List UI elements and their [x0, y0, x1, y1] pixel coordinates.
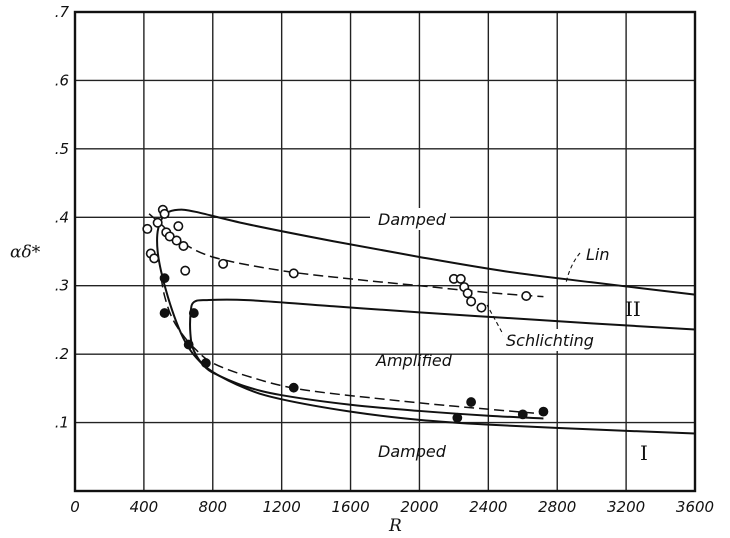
y-tick-label: .5 — [55, 140, 69, 158]
branch-ii-label: II — [625, 297, 641, 321]
fit-line-filled-points — [160, 277, 541, 415]
x-tick-label: 2400 — [469, 498, 507, 516]
filled-data-point — [183, 339, 194, 350]
filled-data-point — [159, 273, 170, 284]
open-data-point — [288, 268, 299, 279]
grid-lines — [75, 12, 695, 491]
lin-label: Lin — [586, 245, 610, 264]
open-data-point — [455, 273, 466, 284]
region-label-amplified-group: Amplified — [375, 351, 453, 370]
x-tick-label: 3600 — [676, 498, 714, 516]
filled-data-point — [200, 358, 211, 368]
curve-schlichting — [156, 208, 696, 435]
x-tick-label: 2800 — [538, 498, 576, 516]
filled-data-point — [188, 308, 199, 318]
filled-data-point — [517, 409, 528, 420]
data-points-layer — [142, 204, 549, 423]
x-tick-label: 400 — [130, 498, 159, 516]
open-data-point — [178, 241, 189, 252]
filled-data-point — [538, 406, 549, 417]
plot-frame — [73, 10, 697, 493]
open-data-point — [476, 302, 487, 313]
open-data-point — [171, 235, 182, 246]
open-data-point — [152, 217, 163, 228]
y-tick-label: .3 — [55, 277, 69, 295]
y-tick-label: .2 — [55, 345, 69, 363]
branch-i-label: I — [640, 441, 648, 465]
filled-data-point — [452, 412, 463, 423]
x-tick-label: 1200 — [263, 498, 301, 516]
filled-data-point — [159, 308, 170, 318]
fit-line-open-points — [148, 213, 544, 298]
schlichting-label-group: Schlichting — [486, 304, 613, 351]
curve-lin — [189, 298, 696, 420]
x-tick-label: 0 — [70, 498, 80, 516]
x-axis-label: R — [388, 516, 402, 536]
y-tick-label: .7 — [55, 3, 70, 21]
y-axis-label: αδ* — [10, 243, 41, 263]
y-tick-label: .4 — [55, 208, 69, 226]
filled-data-point — [466, 397, 477, 407]
filled-data-point — [288, 382, 299, 393]
open-data-point — [142, 223, 153, 234]
open-data-point — [180, 265, 191, 276]
open-data-point — [462, 288, 473, 299]
open-data-point — [173, 221, 184, 232]
open-data-point — [149, 253, 160, 264]
region-label-amplified: Amplified — [375, 351, 453, 370]
schlichting-leader — [486, 304, 506, 339]
tick-labels: 0 400 800 1200 1600 2000 2400 2800 3200 3600 .1 .2.… — [55, 3, 714, 516]
open-data-point — [218, 258, 229, 269]
region-label-damped-upper-group: Damped — [370, 208, 450, 230]
lin-label-group: Lin — [565, 243, 622, 284]
lin-leader — [565, 252, 581, 284]
x-tick-label: 1600 — [331, 498, 369, 516]
x-tick-label: 3200 — [607, 498, 645, 516]
open-data-point — [466, 296, 477, 307]
y-tick-label: .6 — [55, 71, 69, 89]
x-tick-label: 2000 — [400, 498, 438, 516]
region-label-damped-lower: Damped — [378, 442, 447, 461]
x-tick-label: 800 — [198, 498, 227, 516]
region-label-damped-upper: Damped — [378, 210, 447, 229]
open-data-point — [159, 208, 170, 219]
y-tick-label: .1 — [55, 414, 69, 432]
schlichting-label: Schlichting — [506, 331, 594, 350]
open-data-point — [521, 290, 532, 301]
curves-layer — [156, 208, 696, 435]
